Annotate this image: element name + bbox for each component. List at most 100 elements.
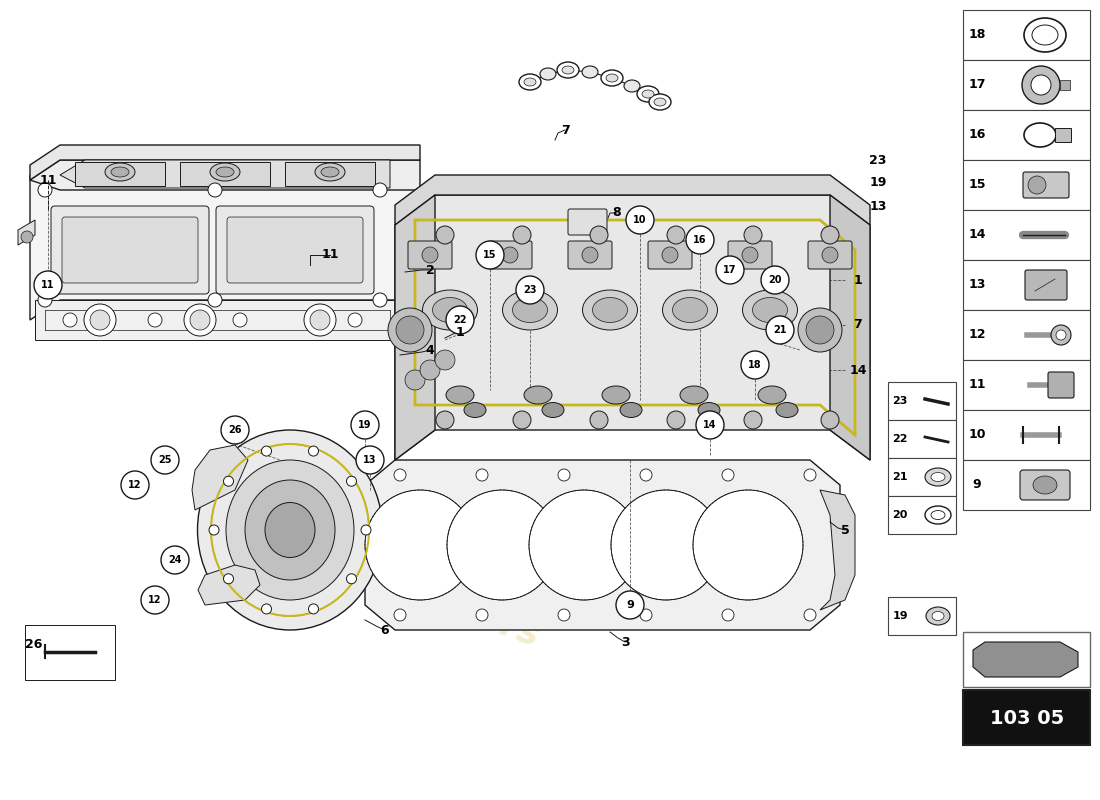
Ellipse shape [111, 167, 129, 177]
Text: 19: 19 [892, 611, 907, 621]
Circle shape [686, 226, 714, 254]
Text: 16: 16 [968, 129, 986, 142]
Text: 20: 20 [892, 510, 907, 520]
FancyBboxPatch shape [1020, 470, 1070, 500]
Text: 9: 9 [972, 478, 981, 491]
Text: 10: 10 [968, 429, 986, 442]
Bar [962, 632, 1090, 687]
Bar [962, 10, 1090, 60]
Ellipse shape [1022, 66, 1060, 104]
Circle shape [722, 609, 734, 621]
FancyBboxPatch shape [1048, 372, 1074, 398]
Text: 8: 8 [613, 206, 621, 219]
Ellipse shape [582, 66, 598, 78]
FancyBboxPatch shape [51, 206, 209, 294]
Text: 17: 17 [724, 265, 737, 275]
Bar [962, 210, 1090, 260]
FancyBboxPatch shape [227, 217, 363, 283]
Text: 5: 5 [840, 523, 849, 537]
Circle shape [516, 276, 544, 304]
Circle shape [610, 490, 720, 600]
Text: 23: 23 [892, 396, 907, 406]
Circle shape [310, 310, 330, 330]
FancyBboxPatch shape [488, 241, 532, 269]
Circle shape [184, 304, 216, 336]
Circle shape [822, 247, 838, 263]
Ellipse shape [642, 90, 654, 98]
Circle shape [356, 446, 384, 474]
Bar [962, 690, 1090, 745]
Bar [888, 496, 956, 534]
Circle shape [761, 266, 789, 294]
Ellipse shape [776, 402, 798, 418]
Text: 13: 13 [869, 199, 887, 213]
Circle shape [151, 446, 179, 474]
Circle shape [420, 360, 440, 380]
Circle shape [63, 313, 77, 327]
Circle shape [590, 226, 608, 244]
Ellipse shape [265, 502, 315, 558]
Ellipse shape [758, 386, 786, 404]
Bar [75, 162, 165, 186]
Polygon shape [365, 460, 840, 630]
Ellipse shape [593, 298, 627, 322]
Text: 20: 20 [768, 275, 782, 285]
Bar [962, 60, 1090, 110]
Bar [962, 410, 1090, 460]
Ellipse shape [519, 74, 541, 90]
Circle shape [223, 476, 233, 486]
Circle shape [804, 609, 816, 621]
Text: 16: 16 [693, 235, 706, 245]
FancyBboxPatch shape [568, 241, 612, 269]
Circle shape [221, 416, 249, 444]
Text: 12: 12 [968, 329, 986, 342]
Circle shape [741, 351, 769, 379]
Circle shape [590, 411, 608, 429]
Circle shape [806, 316, 834, 344]
Text: 1: 1 [455, 326, 464, 338]
Circle shape [626, 206, 654, 234]
Ellipse shape [925, 468, 952, 486]
FancyBboxPatch shape [216, 206, 374, 294]
FancyBboxPatch shape [1025, 270, 1067, 300]
Ellipse shape [698, 402, 720, 418]
Circle shape [208, 183, 222, 197]
Bar [888, 597, 956, 635]
Text: 12: 12 [129, 480, 142, 490]
Ellipse shape [210, 163, 240, 181]
Text: for cars: for cars [386, 567, 544, 653]
Text: 26: 26 [25, 638, 43, 651]
Circle shape [821, 226, 839, 244]
Circle shape [446, 306, 474, 334]
Text: 22: 22 [453, 315, 466, 325]
Bar [962, 110, 1090, 160]
Ellipse shape [432, 298, 468, 322]
Text: 15: 15 [968, 178, 986, 191]
Circle shape [640, 609, 652, 621]
Circle shape [742, 247, 758, 263]
Text: 7: 7 [561, 123, 570, 137]
Ellipse shape [601, 70, 623, 86]
Circle shape [346, 476, 356, 486]
Ellipse shape [513, 298, 548, 322]
Circle shape [121, 471, 148, 499]
Polygon shape [198, 565, 260, 605]
Circle shape [693, 490, 803, 600]
Text: 24: 24 [168, 555, 182, 565]
Circle shape [34, 271, 62, 299]
Polygon shape [30, 145, 420, 180]
Polygon shape [18, 220, 35, 245]
FancyBboxPatch shape [62, 217, 198, 283]
Circle shape [84, 304, 116, 336]
Circle shape [476, 469, 488, 481]
Ellipse shape [1033, 476, 1057, 494]
Ellipse shape [752, 298, 788, 322]
FancyBboxPatch shape [408, 241, 452, 269]
Ellipse shape [680, 386, 708, 404]
Circle shape [39, 183, 52, 197]
Circle shape [436, 226, 454, 244]
Ellipse shape [524, 386, 552, 404]
Bar [285, 162, 375, 186]
Circle shape [405, 370, 425, 390]
Ellipse shape [557, 62, 579, 78]
